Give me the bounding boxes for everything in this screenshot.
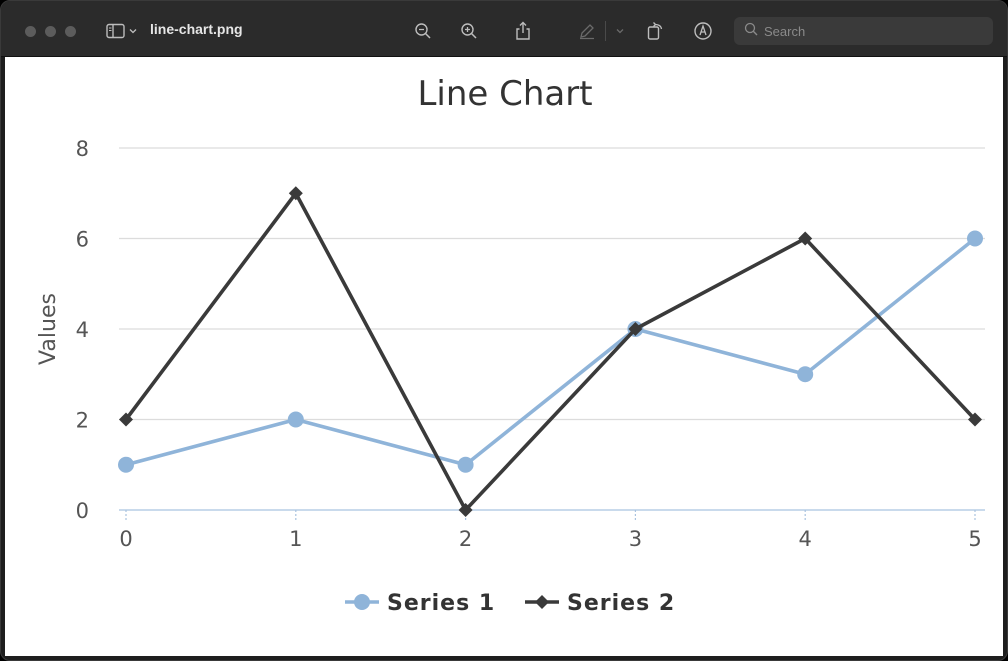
search-input[interactable]: [764, 23, 974, 39]
series-1-point: [457, 456, 474, 473]
series-2-point: [458, 503, 473, 517]
series-1-point: [118, 456, 134, 473]
series-1-point: [967, 230, 983, 247]
zoom-in-button[interactable]: [455, 17, 483, 45]
toolbar-divider: [605, 21, 606, 41]
rotate-button[interactable]: [641, 17, 669, 45]
legend-label: Series 1: [387, 591, 495, 616]
rotate-icon: [646, 21, 664, 41]
minimize-window-button[interactable]: [45, 26, 56, 37]
image-canvas: Line Chart 0 2 4 6 8 0 1 2 3 4 5 Values Series 1 Serie…: [5, 57, 1003, 656]
legend-swatch-marker: [354, 594, 370, 610]
share-icon: [514, 21, 532, 41]
series-2-point: [288, 186, 303, 201]
zoom-in-icon: [460, 22, 478, 40]
document-title: line-chart.png: [150, 21, 243, 37]
annotate-icon: [693, 21, 713, 41]
zoom-window-button[interactable]: [65, 26, 76, 37]
x-tick-label: 5: [968, 527, 981, 551]
x-tick-label: 1: [289, 527, 302, 551]
sidebar-toggle-button[interactable]: [102, 17, 140, 45]
x-tick-label: 2: [459, 527, 472, 551]
series-1-point: [797, 366, 814, 383]
search-field[interactable]: [734, 17, 993, 45]
sidebar-icon: [105, 23, 126, 39]
zoom-out-icon: [414, 22, 432, 40]
series-2-point: [628, 322, 643, 336]
series-1-line: [125, 237, 977, 467]
chart-title: Line Chart: [417, 74, 592, 114]
title-bar: line-chart.png: [1, 1, 1007, 57]
markup-button[interactable]: [573, 17, 601, 45]
markup-pen-icon: [578, 22, 596, 40]
line-chart: Line Chart 0 2 4 6 8 0 1 2 3 4 5 Values Series 1 Serie…: [36, 74, 985, 616]
y-tick-label: 6: [76, 228, 89, 252]
chevron-down-icon: [129, 28, 137, 34]
legend-swatch-marker: [535, 595, 549, 609]
search-icon: [744, 22, 758, 41]
series-2-line: [124, 191, 977, 512]
markup-menu-button[interactable]: [611, 17, 629, 45]
chevron-down-icon: [616, 28, 624, 34]
zoom-out-button[interactable]: [409, 17, 437, 45]
series-2-point: [119, 412, 133, 427]
share-button[interactable]: [509, 17, 537, 45]
series-1-point: [287, 411, 304, 428]
y-tick-label: 0: [76, 499, 89, 523]
x-tick-label: 0: [119, 527, 132, 551]
legend-label: Series 2: [567, 591, 675, 616]
close-window-button[interactable]: [25, 26, 36, 37]
y-tick-label: 8: [76, 137, 89, 161]
y-tick-label: 2: [76, 409, 89, 433]
x-tick-label: 3: [629, 527, 642, 551]
series-2-point: [968, 412, 982, 427]
annotate-button[interactable]: [689, 17, 717, 45]
x-tick-label: 4: [799, 527, 812, 551]
y-axis-label: Values: [36, 293, 61, 365]
y-tick-label: 4: [76, 318, 89, 342]
series-2-point: [798, 231, 813, 246]
